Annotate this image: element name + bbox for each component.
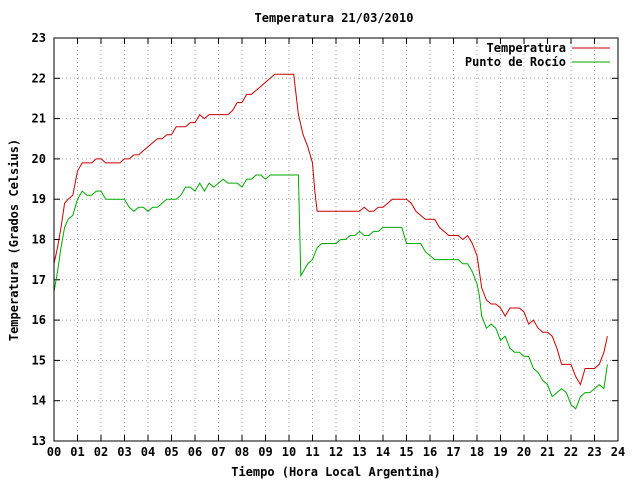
x-axis-label: Tiempo (Hora Local Argentina) — [231, 465, 441, 479]
y-tick-label: 16 — [32, 313, 46, 327]
y-tick-label: 14 — [32, 394, 46, 408]
y-tick-label: 23 — [32, 31, 46, 45]
x-tick-labels: 00 01 02 03 04 05 06 07 08 09 10 11 12 13 14 15 16 17 18 19… — [47, 445, 625, 459]
x-tick-label: 22 — [564, 445, 578, 459]
x-tick-label: 07 — [211, 445, 225, 459]
y-tick-label: 20 — [32, 152, 46, 166]
x-tick-label: 15 — [399, 445, 413, 459]
x-tick-label: 00 — [47, 445, 61, 459]
series-line-temperatura — [53, 73, 608, 386]
x-tick-label: 06 — [188, 445, 202, 459]
y-tick-labels: 13 14 15 16 17 18 19 20 21 22 23 — [32, 31, 46, 448]
x-tick-label: 11 — [305, 445, 319, 459]
x-tick-label: 18 — [470, 445, 484, 459]
x-tick-label: 14 — [376, 445, 390, 459]
legend-label-punto-de-rocio: Punto de Rocío — [465, 55, 566, 69]
x-tick-label: 24 — [611, 445, 625, 459]
x-tick-label: 04 — [141, 445, 155, 459]
x-tick-label: 01 — [70, 445, 84, 459]
x-tick-label: 08 — [235, 445, 249, 459]
y-tick-label: 19 — [32, 192, 46, 206]
y-tick-label: 18 — [32, 233, 46, 247]
y-axis-label: Temperatura (Grados Celsius) — [7, 139, 21, 341]
x-tick-label: 20 — [517, 445, 531, 459]
y-tick-label: 15 — [32, 353, 46, 367]
x-tick-label: 02 — [94, 445, 108, 459]
y-tick-label: 17 — [32, 273, 46, 287]
series-line-punto-de-rocio — [53, 174, 608, 410]
x-tick-label: 05 — [164, 445, 178, 459]
y-tick-label: 22 — [32, 71, 46, 85]
legend: Temperatura Punto de Rocío — [465, 41, 610, 69]
plot-frame — [53, 37, 619, 442]
chart-title: Temperatura 21/03/2010 — [255, 11, 414, 25]
y-tick-label: 13 — [32, 434, 46, 448]
x-tick-label: 19 — [493, 445, 507, 459]
x-tick-label: 16 — [423, 445, 437, 459]
y-tick-label: 21 — [32, 112, 46, 126]
x-tick-label: 10 — [282, 445, 296, 459]
x-tick-label: 13 — [352, 445, 366, 459]
x-tick-label: 17 — [446, 445, 460, 459]
x-tick-label: 12 — [329, 445, 343, 459]
x-tick-label: 03 — [117, 445, 131, 459]
x-tick-label: 09 — [258, 445, 272, 459]
x-tick-label: 21 — [540, 445, 554, 459]
legend-label-temperatura: Temperatura — [487, 41, 566, 55]
x-tick-label: 23 — [587, 445, 601, 459]
grid-lines — [54, 38, 618, 441]
series-lines — [53, 73, 608, 410]
